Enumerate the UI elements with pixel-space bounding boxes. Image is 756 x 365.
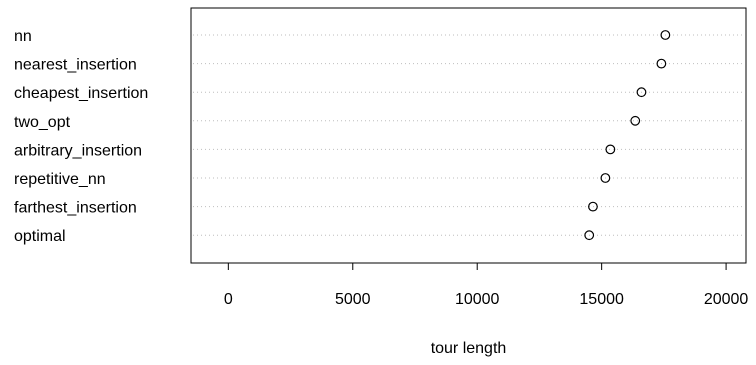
category-label-optimal: optimal (14, 228, 66, 245)
category-label-cheapest-insertion: cheapest_insertion (14, 85, 148, 102)
x-tick-label: 10000 (455, 291, 500, 308)
x-tick-label: 5000 (335, 291, 371, 308)
category-label-farthest-insertion: farthest_insertion (14, 200, 137, 217)
x-tick-label: 0 (224, 291, 233, 308)
x-axis: 0 5000 10000 15000 20000 (224, 262, 749, 308)
plot-area-border (190, 7, 747, 264)
data-point-two-opt (630, 115, 641, 126)
category-label-nn: nn (14, 28, 32, 45)
data-point-optimal (584, 230, 595, 241)
x-tick-label: 15000 (579, 291, 624, 308)
category-label-arbitrary-insertion: arbitrary_insertion (14, 142, 142, 159)
data-point-cheapest-insertion (636, 87, 647, 98)
data-point-farthest-insertion (588, 201, 598, 212)
category-labels: nn nearest_insertion cheapest_insertiontwo… (14, 28, 148, 245)
data-point-nn (660, 30, 671, 40)
x-axis-title: tour length (431, 340, 507, 357)
data-point-nearest-insertion (656, 58, 667, 69)
data-points (584, 30, 671, 241)
category-label-repetitive-nn: repetitive_nn (14, 171, 106, 188)
x-tick-label: 20000 (704, 291, 749, 308)
data-point-arbitrary-insertion (605, 144, 616, 155)
grid-lines (193, 34, 744, 236)
data-point-repetitive-nn (600, 173, 611, 183)
category-label-nearest-insertion: nearest_insertion (14, 57, 137, 74)
category-label-two-opt: two_opt (14, 114, 71, 131)
